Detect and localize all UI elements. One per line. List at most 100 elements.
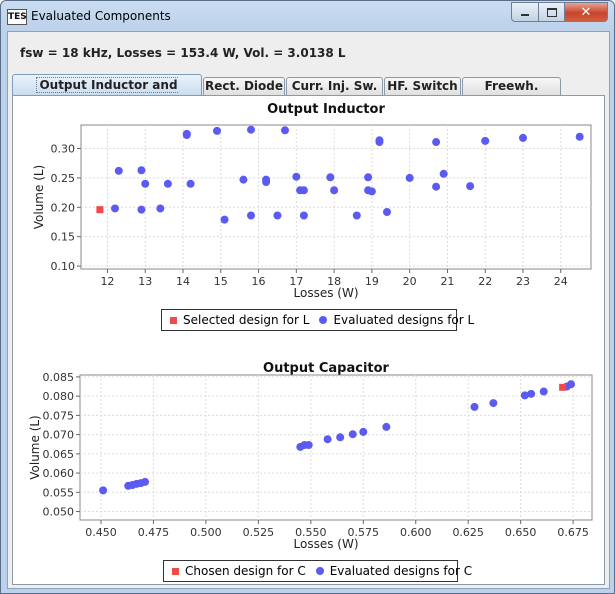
inductor-chart-title: Output Inductor: [267, 102, 385, 117]
capacitor-x-tick-label: 0.625: [452, 526, 484, 539]
capacitor-data-point: [539, 387, 548, 396]
inductor-data-point: [247, 211, 255, 220]
inductor-data-point: [375, 138, 384, 147]
inductor-data-point: [330, 186, 339, 195]
capacitor-data-point: [141, 477, 150, 486]
inductor-data-point: [239, 175, 248, 184]
inductor-data-point: [213, 126, 221, 135]
design-summary: fsw = 18 kHz, Losses = 153.4 W, Vol. = 3…: [20, 46, 346, 60]
inductor-x-tick-label: 23: [516, 275, 530, 288]
capacitor-x-tick-label: 0.525: [243, 526, 275, 539]
tab-output-inductor-and-capacitor[interactable]: Output Inductor and Capacitor: [12, 74, 202, 113]
window-title: Evaluated Components: [31, 9, 171, 23]
inductor-data-point: [262, 178, 271, 187]
capacitor-y-tick-label: 0.055: [43, 486, 75, 499]
tab-rect-diode[interactable]: Rect. Diode: [203, 77, 285, 95]
tab-hf-switch[interactable]: HF. Switch: [384, 77, 461, 95]
capacitor-data-point: [304, 441, 313, 449]
capacitor-y-tick-label: 0.085: [43, 371, 75, 384]
tab-label: Rect. Diode: [204, 79, 283, 93]
inductor-x-tick-label: 15: [214, 275, 228, 288]
capacitor-x-tick-label: 0.575: [348, 526, 380, 539]
inductor-data-point: [220, 215, 229, 224]
inductor-x-tick-label: 13: [138, 275, 152, 288]
legend-marker-evaluated: [315, 567, 324, 575]
inductor-x-tick-label: 18: [327, 275, 341, 288]
capacitor-data-point: [336, 433, 345, 442]
inductor-data-point: [247, 125, 255, 134]
capacitor-x-tick-label: 0.500: [190, 526, 222, 539]
inductor-plot-area: [80, 124, 592, 270]
inductor-y-axis-label: Volume (L): [32, 165, 46, 230]
capacitor-x-tick-label: 0.600: [400, 526, 432, 539]
client-area: fsw = 18 kHz, Losses = 153.4 W, Vol. = 3…: [7, 31, 610, 589]
tab-curr-inj-sw[interactable]: Curr. Inj. Sw.: [286, 77, 383, 95]
capacitor-x-axis-label: Losses (W): [294, 537, 359, 551]
capacitor-selected-point: [559, 383, 567, 391]
inductor-data-point: [575, 132, 584, 141]
inductor-data-point: [163, 179, 172, 188]
inductor-x-tick-label: 24: [554, 275, 568, 288]
inductor-data-point: [299, 211, 308, 220]
app-icon: TES: [7, 9, 27, 25]
minimize-icon: [521, 14, 529, 16]
capacitor-x-tick-label: 0.475: [138, 526, 170, 539]
inductor-x-tick-label: 21: [440, 275, 454, 288]
inductor-data-point: [186, 179, 195, 188]
capacitor-data-point: [323, 435, 332, 444]
capacitor-x-tick-label: 0.650: [505, 526, 537, 539]
inductor-x-tick-label: 16: [252, 275, 266, 288]
inductor-x-tick-label: 19: [365, 275, 379, 288]
capacitor-y-axis-label: Volume (L): [28, 415, 42, 480]
inductor-y-tick-label: 0.20: [51, 201, 76, 214]
close-button[interactable]: ✕: [565, 2, 608, 22]
inductor-data-point: [432, 182, 441, 191]
capacitor-x-tick-label: 0.550: [295, 526, 327, 539]
tab-label: Curr. Inj. Sw.: [291, 79, 378, 93]
capacitor-y-tick-label: 0.050: [43, 506, 75, 519]
capacitor-data-point: [567, 380, 576, 389]
inductor-x-tick-label: 12: [100, 275, 114, 288]
inductor-data-point: [352, 211, 361, 220]
inductor-x-tick-label: 20: [403, 275, 417, 288]
inductor-data-point: [182, 130, 191, 139]
maximize-button[interactable]: [539, 2, 565, 22]
inductor-y-tick-label: 0.25: [51, 172, 76, 185]
capacitor-data-point: [520, 391, 529, 400]
maximize-icon: [546, 7, 557, 17]
inductor-data-point: [383, 207, 391, 216]
capacitor-data-point: [527, 389, 536, 398]
legend-label-evaluated: Evaluated designs for L: [333, 313, 475, 327]
capacitor-data-point: [382, 422, 391, 431]
minimize-button[interactable]: [511, 2, 539, 22]
inductor-data-point: [114, 166, 123, 175]
inductor-data-point: [439, 169, 448, 178]
capacitor-data-point: [489, 399, 498, 408]
inductor-y-tick-label: 0.30: [51, 143, 76, 156]
inductor-data-point: [367, 187, 376, 196]
legend-label-evaluated: Evaluated designs for C: [329, 564, 473, 578]
title-bar[interactable]: TES Evaluated Components ✕: [1, 1, 614, 31]
capacitor-legend: Chosen design for C Evaluated designs for…: [163, 560, 472, 582]
inductor-data-point: [481, 136, 490, 145]
legend-marker-chosen: [172, 567, 179, 575]
capacitor-x-tick-label: 0.450: [85, 526, 117, 539]
close-icon: ✕: [580, 4, 592, 20]
legend-label-selected: Selected design for L: [183, 313, 310, 327]
inductor-data-point: [519, 133, 527, 142]
legend-marker-evaluated: [319, 316, 328, 324]
inductor-x-tick-label: 17: [289, 275, 303, 288]
inductor-data-point: [137, 205, 146, 214]
capacitor-y-tick-label: 0.070: [43, 429, 75, 442]
inductor-y-tick-label: 0.15: [51, 231, 76, 244]
capacitor-data-point: [470, 402, 479, 411]
inductor-selected-point: [96, 206, 104, 214]
capacitor-y-tick-label: 0.060: [43, 467, 75, 480]
capacitor-chart-title: Output Capacitor: [263, 361, 390, 376]
capacitor-data-point: [359, 427, 368, 436]
window-controls: ✕: [511, 2, 608, 22]
tab-freewh-diode[interactable]: Freewh. Diode: [462, 77, 561, 110]
inductor-data-point: [111, 204, 119, 213]
charts-canvas: Output Inductor 12 13 14 15 16 17 18 19 20 21 22 23 2…: [28, 102, 593, 551]
